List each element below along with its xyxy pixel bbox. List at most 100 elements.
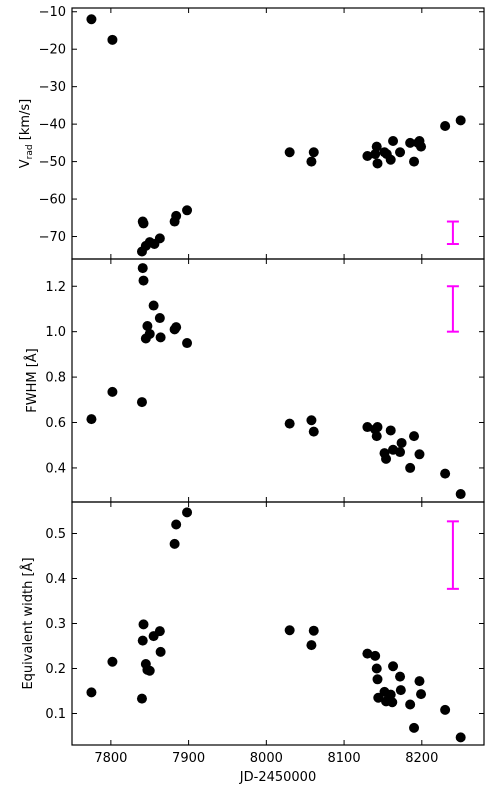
- eqw-data-point: [137, 635, 148, 646]
- vrad-y-axis: −70 −60 −50 −40 −30 −20 −10: [39, 5, 484, 245]
- vrad-y-tick-label: −60: [39, 193, 66, 208]
- vrad-data-point: [440, 121, 451, 132]
- vrad-data-point: [154, 233, 165, 244]
- eqw-y-tick-label: 0.5: [45, 527, 66, 542]
- eqw-data-point: [362, 648, 373, 659]
- fwhm-data-point: [306, 415, 317, 426]
- eqw-data-point: [371, 663, 382, 674]
- eqw-data-point: [385, 689, 396, 700]
- eqw-data-point: [409, 722, 420, 733]
- vrad-data-point: [138, 218, 149, 229]
- eqw-data-point: [440, 704, 451, 715]
- vrad-data-point: [308, 147, 319, 158]
- vrad-data-point: [395, 147, 406, 158]
- eqw-data-point: [405, 699, 416, 710]
- fwhm-data-point: [362, 422, 373, 433]
- fwhm-data-point: [371, 431, 382, 442]
- eqw-data-point: [182, 507, 193, 518]
- eqw-data-point: [455, 732, 466, 743]
- eqw-data-point: [155, 646, 166, 657]
- vrad-data-point: [372, 158, 383, 169]
- eqw-y-tick-label: 0.2: [45, 662, 66, 677]
- fwhm-data-point: [144, 328, 155, 339]
- eqw-panel: 0.1 0.2 0.3 0.4 0.5 Equivalent width [Å]: [20, 501, 485, 746]
- fwhm-error-bar: [446, 285, 459, 333]
- fwhm-data-point: [154, 313, 165, 324]
- fwhm-data-point: [138, 275, 149, 286]
- eqw-data-point: [370, 650, 381, 661]
- fwhm-y-tick-label: 0.4: [45, 461, 66, 476]
- vrad-data-point: [306, 156, 317, 167]
- eqw-y-tick-label: 0.3: [45, 617, 66, 632]
- fwhm-data-point: [107, 386, 118, 397]
- eqw-data-point: [171, 519, 182, 530]
- eqw-data-point: [308, 625, 319, 636]
- vrad-y-tick-label: −40: [39, 118, 66, 133]
- eqw-data-point: [107, 656, 118, 667]
- vrad-data-point: [182, 205, 193, 216]
- x-tick-label: 7800: [94, 751, 127, 766]
- fwhm-data-point: [381, 453, 392, 464]
- vrad-data-point: [171, 210, 182, 221]
- eqw-data-point: [169, 538, 180, 549]
- vrad-error-bar: [446, 220, 459, 246]
- eqw-data-point: [373, 692, 384, 703]
- eqw-error-bar: [446, 520, 459, 590]
- vrad-data-point: [388, 135, 399, 146]
- vrad-data-point: [405, 137, 416, 148]
- fwhm-data-point: [284, 418, 295, 429]
- fwhm-data-points: [86, 263, 466, 500]
- fwhm-y-axis: 0.4 0.6 0.8 1.0 1.2: [45, 280, 484, 476]
- vrad-panel: −70 −60 −50 −40 −30 −20 −10 Vrad [km/s]: [18, 5, 485, 260]
- fwhm-data-point: [155, 332, 166, 343]
- eqw-plot-frame: [71, 501, 485, 746]
- fwhm-data-point: [405, 462, 416, 473]
- vrad-y-tick-label: −50: [39, 155, 66, 170]
- eqw-data-point: [86, 687, 97, 698]
- vrad-data-points: [86, 14, 466, 257]
- vrad-plot-frame: [71, 7, 485, 260]
- vrad-y-tick-label: −10: [39, 5, 66, 20]
- fwhm-y-tick-label: 1.2: [45, 280, 66, 295]
- eqw-data-point: [144, 665, 155, 676]
- x-tick-label: 8200: [405, 751, 438, 766]
- x-tick-label: 8000: [250, 751, 283, 766]
- fwhm-y-tick-label: 0.8: [45, 371, 66, 386]
- eqw-y-axis: 0.1 0.2 0.3 0.4 0.5: [45, 527, 484, 722]
- eqw-data-point: [306, 640, 317, 651]
- fwhm-data-point: [136, 397, 147, 408]
- eqw-data-point: [387, 697, 398, 708]
- vrad-data-point: [385, 154, 396, 165]
- vrad-y-tick-label: −70: [39, 230, 66, 245]
- eqw-data-point: [395, 671, 406, 682]
- eqw-data-point: [416, 689, 427, 700]
- fwhm-data-point: [455, 489, 466, 500]
- vrad-data-point: [409, 156, 420, 167]
- eqw-data-point: [372, 674, 383, 685]
- eqw-data-point: [284, 625, 295, 636]
- vrad-data-point: [107, 34, 118, 45]
- eqw-data-point: [138, 619, 149, 630]
- vrad-y-axis-label: Vrad [km/s]: [18, 99, 35, 168]
- fwhm-y-tick-label: 1.0: [45, 325, 66, 340]
- eqw-data-point: [136, 693, 147, 704]
- vrad-y-tick-label: −30: [39, 80, 66, 95]
- fwhm-y-axis-label: FWHM [Å]: [24, 348, 40, 413]
- eqw-y-axis-label: Equivalent width [Å]: [20, 557, 36, 689]
- eqw-y-tick-label: 0.4: [45, 572, 66, 587]
- fwhm-y-tick-label: 0.6: [45, 416, 66, 431]
- fwhm-data-point: [171, 322, 182, 333]
- eqw-data-point: [395, 685, 406, 696]
- eqw-data-point: [154, 626, 165, 637]
- x-axis-ticks: 7800 7900 8000 8100 8200: [94, 8, 438, 766]
- fwhm-data-point: [308, 426, 319, 437]
- x-tick-label: 8100: [328, 751, 361, 766]
- vrad-data-point: [362, 150, 373, 161]
- fwhm-data-point: [372, 422, 383, 433]
- fwhm-data-point: [142, 320, 153, 331]
- fwhm-panel: 0.4 0.6 0.8 1.0 1.2 FWHM [Å]: [24, 258, 485, 503]
- x-tick-label: 7900: [172, 751, 205, 766]
- eqw-data-point: [388, 661, 399, 672]
- vrad-data-point: [86, 14, 97, 25]
